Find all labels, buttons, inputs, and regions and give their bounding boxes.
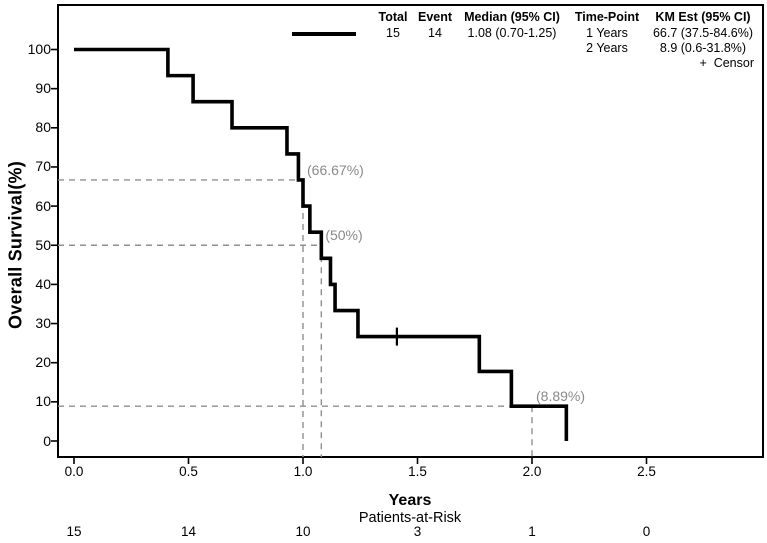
legend-value-total: 15	[386, 25, 400, 40]
y-tick-label: 60	[35, 197, 51, 214]
legend-col-timepoint: Time-Point 1 Years 2 Years	[575, 10, 639, 57]
x-tick-label: 2.0	[522, 464, 542, 479]
x-tick-label: 2.5	[637, 464, 656, 479]
y-tick-label: 20	[35, 354, 51, 371]
reference-label: (8.89%)	[536, 388, 586, 405]
at-risk-count: 1	[528, 524, 536, 539]
y-tick-label: 80	[35, 119, 51, 136]
y-tick-label: 30	[35, 315, 51, 332]
y-tick-label: 50	[35, 236, 51, 253]
legend-col-median: Median (95% CI) 1.08 (0.70-1.25)	[464, 10, 560, 41]
at-risk-count: 10	[295, 524, 311, 539]
legend: Total 15 Event 14 Median (95% CI) 1.08 (…	[0, 0, 767, 80]
legend-header-timepoint: Time-Point	[574, 10, 640, 24]
at-risk-count: 3	[413, 524, 422, 539]
legend-col-km-est: KM Est (95% CI) 66.7 (37.5-84.6%) 8.9 (0…	[653, 10, 753, 57]
legend-value-median: 1.08 (0.70-1.25)	[467, 25, 557, 40]
legend-value-timepoint-1: 1 Years	[586, 25, 628, 40]
legend-value-km-est-2: 8.9 (0.6-31.8%)	[659, 41, 747, 55]
legend-header-event: Event	[417, 10, 453, 24]
y-tick-label: 100	[27, 41, 51, 57]
x-axis-title: Years	[388, 492, 432, 509]
legend-value-km-est-1: 66.7 (37.5-84.6%)	[652, 25, 754, 40]
km-curve	[74, 47, 569, 441]
legend-header-km-est: KM Est (95% CI)	[655, 10, 751, 24]
y-tick-label: 70	[35, 158, 51, 175]
y-tick-label: 40	[35, 275, 51, 292]
legend-header-median: Median (95% CI)	[464, 10, 560, 24]
legend-censor-label: + Censor	[699, 56, 754, 70]
at-risk-count: 14	[180, 524, 197, 539]
y-tick-label: 0	[43, 432, 51, 449]
legend-line-sample	[292, 32, 356, 36]
x-tick-label: 0.0	[64, 464, 84, 479]
plot-frame	[57, 4, 764, 458]
legend-col-total: Total 15	[379, 10, 408, 41]
reference-label: (50%)	[325, 227, 363, 244]
y-tick-label: 90	[35, 80, 51, 97]
reference-label: (66.67%)	[307, 161, 364, 178]
legend-value-timepoint-2: 2 Years	[586, 41, 628, 55]
x-tick-label: 1.5	[408, 464, 427, 479]
legend-value-event: 14	[428, 25, 442, 40]
x-tick-label: 1.0	[293, 464, 313, 479]
x-tick-label: 0.5	[179, 464, 198, 479]
patients-at-risk-title: Patients-at-Risk	[358, 510, 462, 526]
y-tick-label: 10	[35, 393, 51, 410]
legend-header-total: Total	[378, 10, 408, 24]
legend-col-event: Event 14	[418, 10, 452, 41]
at-risk-count: 15	[66, 524, 82, 539]
at-risk-count: 0	[642, 524, 651, 539]
